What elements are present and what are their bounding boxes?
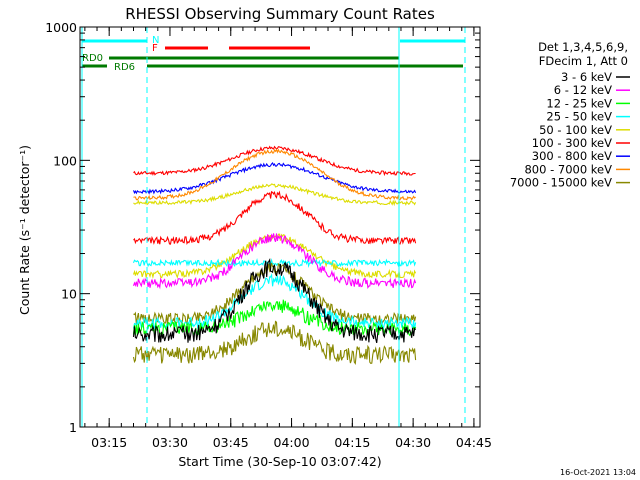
- series-line: [133, 145, 416, 177]
- legend-entry-label: 800 - 7000 keV: [524, 162, 612, 176]
- series-line: [132, 258, 417, 268]
- rd6-flag-label: RD6: [114, 62, 135, 73]
- legend-entry-label: 3 - 6 keV: [561, 70, 612, 84]
- legend-entry-label: 100 - 300 keV: [532, 136, 612, 150]
- series-line: [133, 183, 417, 207]
- n-flag-label: N: [152, 35, 159, 46]
- y-tick-label: 10: [61, 287, 77, 302]
- y-tick-label: 1: [69, 420, 77, 435]
- legend-header-line-1: Det 1,3,4,5,6,9,: [538, 40, 628, 54]
- x-axis-label: Start Time (30-Sep-10 03:07:42): [178, 454, 381, 469]
- x-tick-label: 04:00: [274, 435, 310, 450]
- series-line: [132, 233, 417, 290]
- data-layer: [132, 145, 417, 366]
- x-tick-label: 04:45: [456, 435, 492, 450]
- series-line: [132, 162, 417, 195]
- legend-entry-label: 300 - 800 keV: [532, 149, 612, 163]
- plot-frame: [79, 26, 481, 428]
- axis-ticks: 1 10 100 1000 03:15 03:30 03:45 04:00 04:15 04:30…: [45, 20, 492, 450]
- series-line: [132, 320, 417, 366]
- x-tick-label: 04:15: [334, 435, 370, 450]
- legend-entry-label: 6 - 12 keV: [554, 83, 612, 97]
- y-tick-label: 1000: [45, 20, 77, 35]
- chart-title: RHESSI Observing Summary Count Rates: [125, 5, 435, 23]
- x-tick-label: 04:30: [395, 435, 431, 450]
- legend: Det 1,3,4,5,6,9, FDecim 1, Att 0 3 - 6 k…: [510, 40, 630, 190]
- series-line: [132, 258, 417, 344]
- legend-entry-label: 7000 - 15000 keV: [510, 176, 612, 190]
- legend-entry-label: 50 - 100 keV: [539, 123, 612, 137]
- series-line: [132, 273, 417, 331]
- x-tick-label: 03:45: [213, 435, 249, 450]
- rd0-flag-label: RD0: [82, 53, 103, 64]
- legend-header-line-2: FDecim 1, Att 0: [539, 54, 628, 68]
- legend-entry-label: 12 - 25 keV: [546, 96, 612, 110]
- footer-date: 16-Oct-2021 13:04: [560, 468, 636, 477]
- legend-entry-label: 25 - 50 keV: [546, 110, 612, 124]
- y-axis-label: Count Rate (s⁻¹ detector⁻¹): [17, 145, 32, 315]
- series-line: [133, 190, 417, 245]
- flags-layer: NF RD0 RD6: [81, 27, 466, 427]
- series-line: [133, 148, 416, 201]
- x-tick-label: 03:30: [152, 435, 188, 450]
- f-flag-label: F: [152, 43, 158, 54]
- y-tick-label: 100: [53, 153, 77, 168]
- x-tick-label: 03:15: [91, 435, 127, 450]
